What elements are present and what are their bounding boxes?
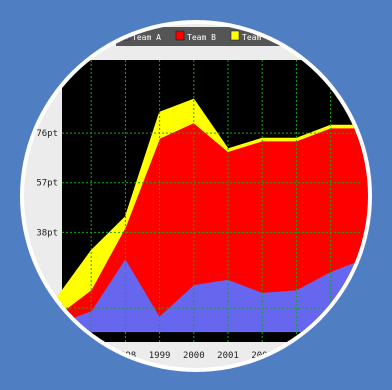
x-tick-label: 2001 bbox=[217, 351, 239, 361]
y-axis-title: Points bbox=[16, 160, 27, 193]
x-tick-label: 2000 bbox=[183, 351, 205, 361]
y-tick-label: 76pt bbox=[36, 129, 58, 139]
x-axis-title: Season bbox=[196, 376, 229, 386]
x-tick-label: 9 bbox=[88, 351, 93, 361]
x-tick-label: 1999 bbox=[149, 351, 171, 361]
y-tick-label: 9pt bbox=[42, 304, 58, 314]
legend-swatch bbox=[230, 30, 240, 41]
legend-swatch bbox=[175, 30, 185, 41]
y-tick-label: 57pt bbox=[36, 179, 58, 189]
y-tick-label: 38pt bbox=[36, 228, 58, 238]
x-tick-label: 200 bbox=[288, 351, 304, 361]
legend-box bbox=[116, 27, 289, 46]
legend-label: Team C bbox=[242, 33, 271, 42]
legend-label: Team A bbox=[132, 33, 161, 42]
legend-label: Team B bbox=[187, 33, 216, 42]
area-series-team-c bbox=[56, 98, 368, 317]
